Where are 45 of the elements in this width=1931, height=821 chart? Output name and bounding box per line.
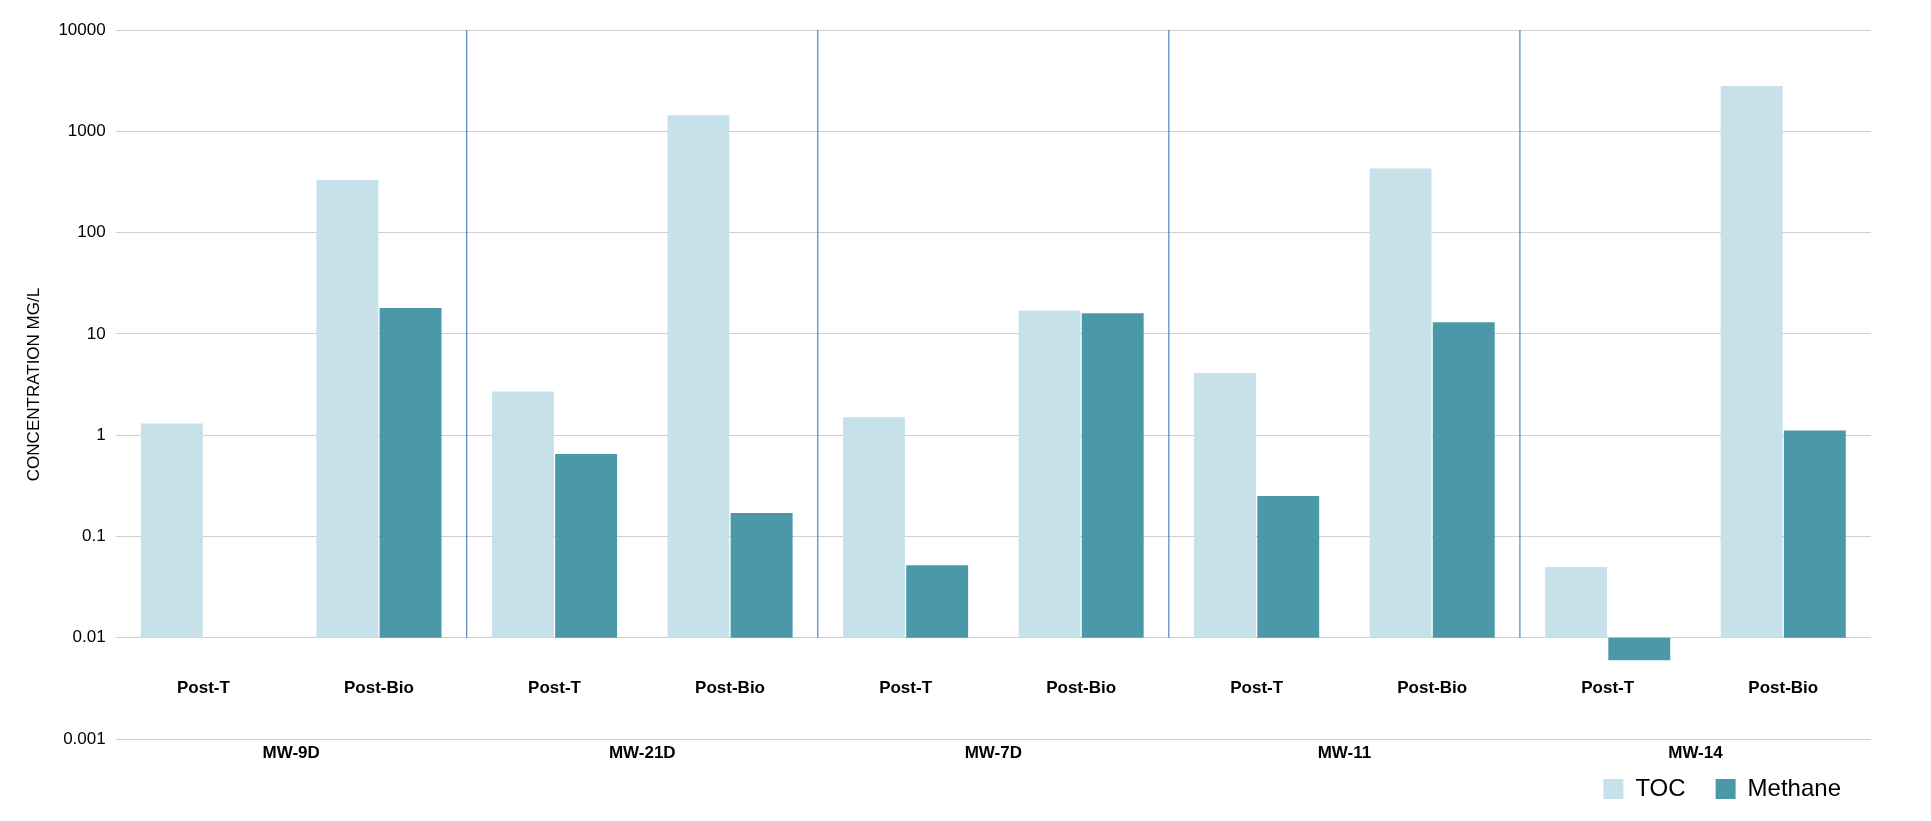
x-tick-label: Post-T	[879, 678, 933, 698]
y-tick-label: 1000	[67, 120, 106, 140]
x-tick-label: Post-Bio	[344, 678, 414, 698]
x-tick-label: Post-T	[528, 678, 582, 698]
bar	[1257, 496, 1320, 638]
x-tick-label: Post-Bio	[1397, 678, 1468, 698]
x-tick-label: Post-T	[1230, 678, 1284, 698]
text: MW-21D	[608, 742, 676, 762]
text: MW-9D	[262, 742, 320, 762]
y-tick-label: 0.01	[72, 627, 106, 647]
y-tick-label: 1	[96, 424, 106, 444]
text: MW-14	[1668, 742, 1724, 762]
bar	[140, 423, 203, 638]
bar	[1081, 313, 1144, 638]
x-tick-label: Post-T	[176, 678, 231, 698]
bar	[1432, 322, 1495, 638]
bar	[1608, 637, 1671, 661]
x-tick-label: Post-Bio	[1046, 678, 1117, 698]
bar	[667, 115, 730, 638]
y-tick-label: 10	[86, 323, 106, 343]
bar	[555, 454, 618, 638]
legend-label: TOC	[1635, 773, 1686, 801]
bar	[843, 417, 905, 638]
text: MW-11	[1317, 742, 1372, 762]
bar	[491, 391, 554, 638]
bar	[1018, 310, 1081, 638]
bar	[906, 565, 969, 638]
y-tick-label: 0.1	[82, 526, 106, 546]
legend-label: Methane	[1747, 773, 1842, 801]
bar	[1720, 86, 1783, 638]
bar	[1545, 566, 1608, 638]
y-tick-label: 100	[77, 222, 106, 242]
bar	[1369, 168, 1432, 638]
bar	[730, 513, 793, 638]
bar	[1783, 430, 1846, 638]
y-tick-label: 10000	[58, 19, 106, 39]
bar	[379, 307, 442, 638]
x-tick-label: Post-T	[1581, 678, 1635, 698]
x-tick-label: Post-Bio	[1748, 678, 1819, 698]
x-tick-label: Post-Bio	[695, 678, 765, 698]
text: MW-7D	[964, 742, 1022, 762]
bar	[316, 180, 379, 638]
y-axis-title: CONCENTRATION MG/L	[23, 287, 43, 482]
bar	[1194, 373, 1256, 638]
y-tick-label: 0.001	[63, 728, 106, 748]
